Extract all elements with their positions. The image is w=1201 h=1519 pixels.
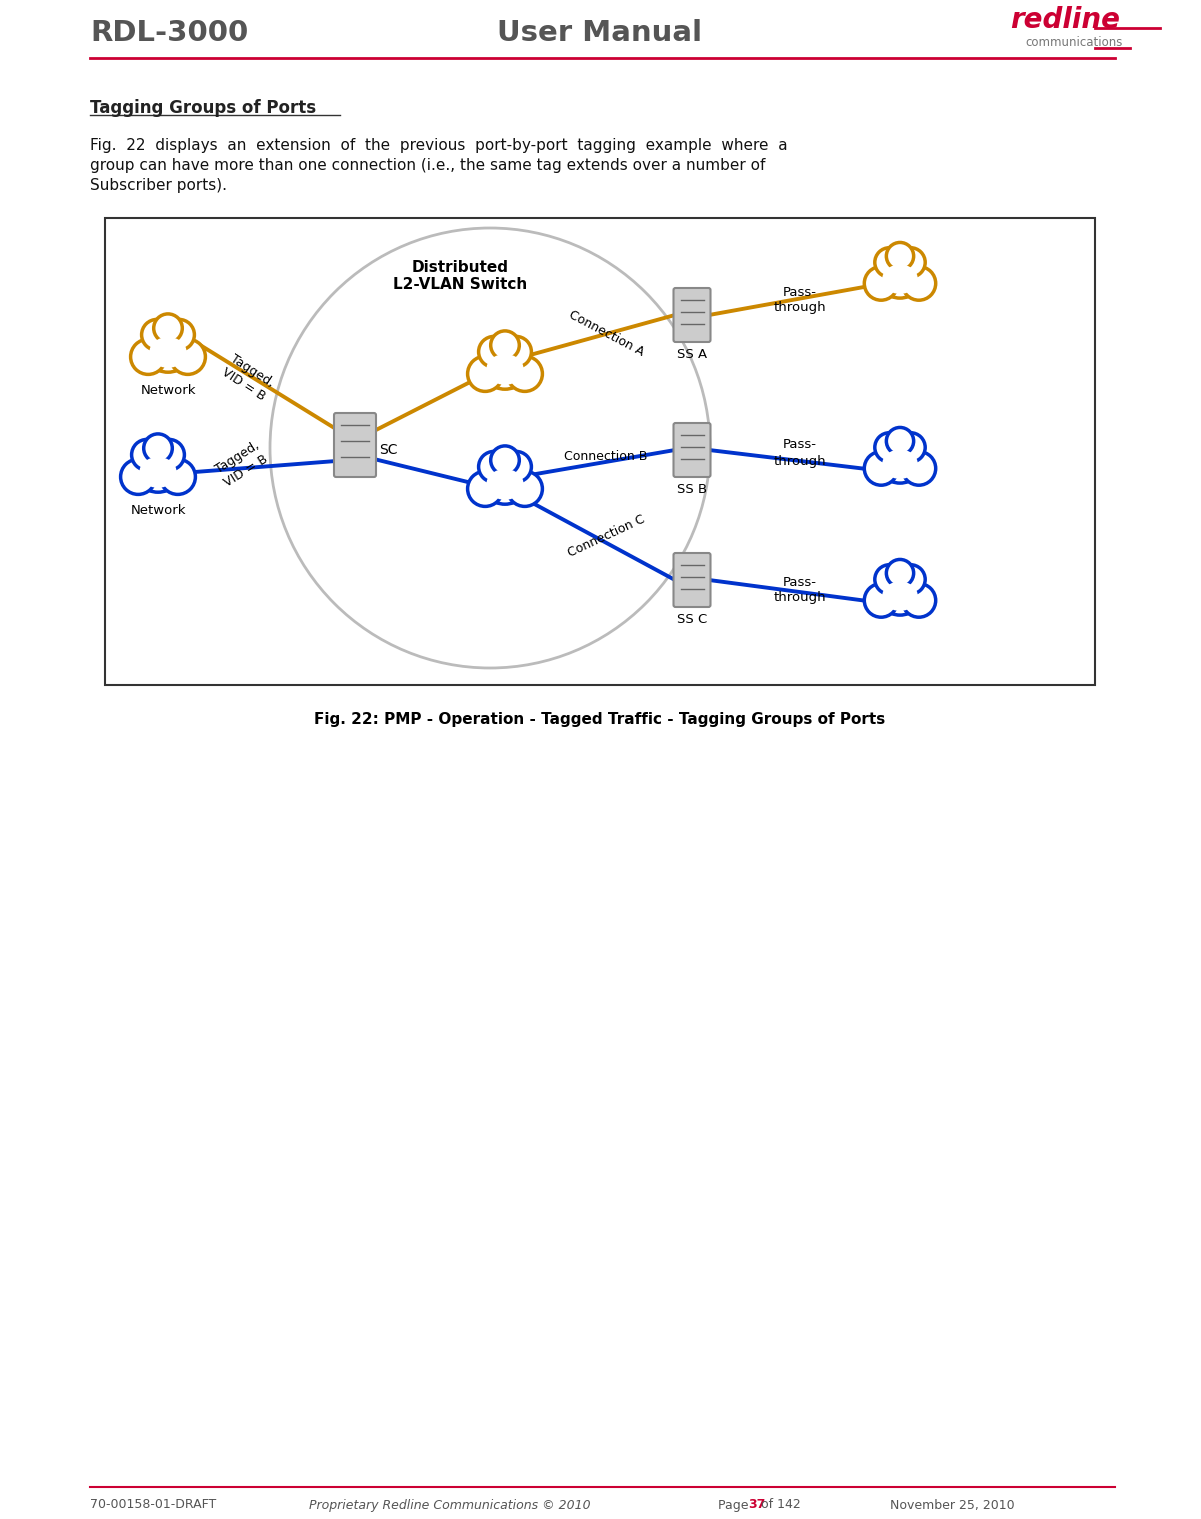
Text: SS B: SS B: [677, 483, 707, 497]
Circle shape: [491, 331, 519, 360]
FancyBboxPatch shape: [674, 422, 711, 477]
Ellipse shape: [883, 264, 918, 293]
Circle shape: [144, 324, 192, 372]
Circle shape: [902, 583, 936, 617]
Circle shape: [896, 565, 925, 594]
FancyBboxPatch shape: [674, 553, 711, 608]
Text: Network: Network: [141, 384, 196, 396]
Ellipse shape: [883, 582, 918, 611]
Circle shape: [902, 267, 936, 301]
Circle shape: [163, 319, 195, 351]
Circle shape: [132, 439, 162, 471]
Text: Pass-
through: Pass- through: [773, 286, 826, 314]
Circle shape: [154, 314, 183, 342]
Text: Distributed
L2-VLAN Switch: Distributed L2-VLAN Switch: [393, 260, 527, 292]
Text: Group B: Group B: [478, 482, 532, 495]
Circle shape: [142, 319, 173, 351]
Text: 70-00158-01-DRAFT: 70-00158-01-DRAFT: [90, 1499, 216, 1511]
FancyBboxPatch shape: [674, 289, 711, 342]
Circle shape: [877, 570, 924, 615]
Text: Fig.  22  displays  an  extension  of  the  previous  port-by-port  tagging  exa: Fig. 22 displays an extension of the pre…: [90, 138, 788, 153]
Circle shape: [133, 444, 183, 492]
Circle shape: [896, 433, 925, 462]
Text: of 142: of 142: [757, 1499, 801, 1511]
Ellipse shape: [139, 457, 177, 488]
Ellipse shape: [486, 354, 524, 384]
Text: Connection A: Connection A: [566, 308, 646, 358]
Text: SS C: SS C: [677, 614, 707, 626]
Circle shape: [865, 451, 898, 485]
Text: Connection B: Connection B: [564, 450, 647, 462]
Text: Proprietary Redline Communications © 2010: Proprietary Redline Communications © 201…: [309, 1499, 591, 1511]
Circle shape: [877, 437, 924, 483]
Circle shape: [467, 355, 503, 392]
Text: Subscriber ports).: Subscriber ports).: [90, 178, 227, 193]
Circle shape: [479, 336, 509, 368]
Text: Page: Page: [718, 1499, 753, 1511]
Text: Tagged,
VID = B: Tagged, VID = B: [220, 352, 276, 404]
Ellipse shape: [149, 337, 186, 368]
Circle shape: [491, 447, 519, 474]
Circle shape: [902, 451, 936, 485]
Circle shape: [154, 439, 185, 471]
Text: SS A: SS A: [677, 348, 707, 362]
Circle shape: [874, 565, 904, 594]
Circle shape: [507, 355, 543, 392]
Text: Network
B: Network B: [872, 450, 927, 478]
Text: Pass-
through: Pass- through: [773, 576, 826, 605]
Circle shape: [501, 451, 531, 482]
Text: Pass-
through: Pass- through: [773, 439, 826, 468]
Text: Connection C: Connection C: [566, 512, 646, 559]
Circle shape: [480, 340, 530, 389]
Text: Network
A: Network A: [872, 264, 927, 293]
Text: RDL-3000: RDL-3000: [90, 20, 249, 47]
Circle shape: [160, 459, 196, 494]
Circle shape: [171, 339, 205, 374]
Text: 37: 37: [748, 1499, 765, 1511]
Circle shape: [479, 451, 509, 482]
Ellipse shape: [883, 450, 918, 478]
Circle shape: [886, 427, 914, 454]
Circle shape: [467, 471, 503, 506]
Circle shape: [886, 559, 914, 586]
Text: communications: communications: [1024, 36, 1123, 50]
Text: SC: SC: [380, 444, 398, 457]
Circle shape: [874, 248, 904, 276]
Text: redline: redline: [1010, 6, 1121, 33]
Circle shape: [877, 252, 924, 298]
Text: Tagging Groups of Ports: Tagging Groups of Ports: [90, 99, 316, 117]
Circle shape: [886, 243, 914, 270]
Circle shape: [896, 248, 925, 276]
Circle shape: [144, 434, 172, 462]
Text: Tagged,
VID = B: Tagged, VID = B: [214, 439, 270, 489]
FancyBboxPatch shape: [334, 413, 376, 477]
Circle shape: [865, 583, 898, 617]
Text: group can have more than one connection (i.e., the same tag extends over a numbe: group can have more than one connection …: [90, 158, 765, 173]
Circle shape: [120, 459, 156, 494]
Text: Network: Network: [130, 504, 186, 516]
Circle shape: [131, 339, 166, 374]
Circle shape: [501, 336, 531, 368]
Text: User Manual: User Manual: [497, 20, 703, 47]
Circle shape: [865, 267, 898, 301]
Text: Group A: Group A: [478, 366, 532, 380]
Circle shape: [480, 456, 530, 504]
Ellipse shape: [486, 469, 524, 500]
Circle shape: [507, 471, 543, 506]
Text: November 25, 2010: November 25, 2010: [890, 1499, 1015, 1511]
Text: Fig. 22: PMP - Operation - Tagged Traffic - Tagging Groups of Ports: Fig. 22: PMP - Operation - Tagged Traffi…: [315, 712, 885, 728]
FancyBboxPatch shape: [104, 219, 1095, 685]
Circle shape: [874, 433, 904, 462]
Text: Network
C: Network C: [872, 582, 927, 611]
